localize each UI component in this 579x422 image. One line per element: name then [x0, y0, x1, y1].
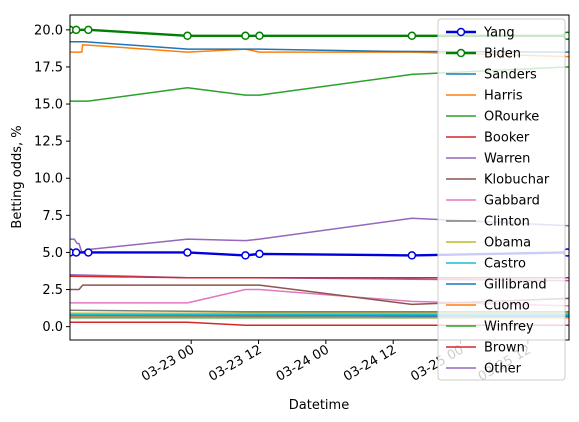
series-line-booker: [70, 275, 569, 279]
data-point-biden-2: [84, 25, 93, 35]
series-line-orourke: [70, 66, 569, 102]
legend-label-winfrey: Winfrey: [484, 320, 534, 335]
y-tick-label-6: 15.0: [34, 98, 63, 113]
legend-label-booker: Booker: [484, 131, 530, 146]
y-tick-label-8: 20.0: [34, 23, 63, 38]
y-tick-label-7: 17.5: [34, 60, 63, 75]
series-line-sanders: [70, 40, 569, 53]
legend-entry-gillibrand: Gillibrand: [446, 278, 547, 293]
y-axis-label: Betting odds, %: [10, 125, 25, 228]
legend-entry-winfrey: Winfrey: [446, 320, 534, 335]
series-booker: [70, 275, 569, 279]
data-point-yang-1: [71, 248, 81, 257]
y-tick-label-3: 7.5: [42, 209, 63, 224]
legend-label-orourke: ORourke: [484, 110, 539, 125]
legend-label-brown: Brown: [484, 341, 525, 356]
y-tick-label-1: 2.5: [42, 283, 63, 298]
legend-label-klobuchar: Klobuchar: [484, 173, 550, 188]
data-point-biden-4: [241, 31, 250, 41]
legend-box: [437, 18, 566, 381]
data-point-yang-3: [183, 248, 192, 257]
legend-entry-gabbard: Gabbard: [446, 194, 540, 209]
legend-label-yang: Yang: [483, 26, 515, 41]
legend: Yang Biden Sanders Harris ORourke Booker Warre…: [437, 18, 566, 381]
data-point-biden-3: [183, 31, 192, 41]
legend-label-biden: Biden: [484, 47, 521, 62]
series-brown: [70, 321, 569, 326]
legend-entry-cuomo: Cuomo: [446, 299, 530, 314]
data-point-yang-6: [407, 251, 417, 260]
legend-entry-other: Other: [446, 362, 522, 377]
legend-label-gabbard: Gabbard: [484, 194, 540, 209]
legend-label-sanders: Sanders: [484, 68, 537, 83]
legend-label-other: Other: [484, 362, 522, 377]
legend-label-obama: Obama: [484, 236, 531, 251]
legend-entry-harris: Harris: [446, 89, 523, 104]
legend-entry-obama: Obama: [446, 236, 531, 251]
x-tick-label-1: 03-23 12: [206, 342, 264, 384]
legend-entry-clinton: Clinton: [446, 215, 530, 230]
data-point-yang-4: [241, 251, 250, 260]
y-tick-label-2: 5.0: [42, 246, 63, 261]
x-tick-label-3: 03-24 12: [341, 342, 399, 384]
x-axis-label: Datetime: [289, 398, 349, 413]
legend-label-clinton: Clinton: [484, 215, 530, 230]
legend-entry-klobuchar: Klobuchar: [446, 173, 550, 188]
series-yang: [70, 248, 569, 260]
legend-entry-brown: Brown: [446, 341, 525, 356]
legend-entry-biden: Biden: [446, 47, 521, 62]
series-orourke: [70, 66, 569, 102]
series-line-harris: [70, 43, 569, 58]
data-point-biden-6: [407, 31, 417, 41]
data-point-biden-1: [71, 25, 81, 35]
y-tick-label-5: 12.5: [34, 135, 63, 150]
legend-label-cuomo: Cuomo: [484, 299, 530, 314]
data-point-yang-5: [255, 249, 264, 259]
series-harris: [70, 43, 569, 58]
series-sanders: [70, 40, 569, 53]
x-tick-label-2: 03-24 00: [274, 342, 332, 384]
data-point-yang-2: [84, 248, 93, 257]
y-tick-label-4: 10.0: [34, 172, 63, 187]
legend-label-gillibrand: Gillibrand: [484, 278, 547, 293]
legend-entry-castro: Castro: [446, 257, 526, 272]
legend-entry-orourke: ORourke: [446, 110, 539, 125]
legend-entry-booker: Booker: [446, 131, 530, 146]
legend-entry-warren: Warren: [446, 152, 530, 167]
legend-marker-biden: [456, 48, 466, 58]
legend-label-warren: Warren: [484, 152, 530, 167]
y-axis: 0.0 2.5 5.0 7.5 10.0 12.5 15.0 17.5 20.0: [34, 23, 70, 335]
legend-entry-yang: Yang: [446, 26, 515, 41]
y-tick-label-0: 0.0: [42, 320, 63, 335]
data-point-biden-5: [255, 31, 264, 41]
legend-label-harris: Harris: [484, 89, 523, 104]
legend-entry-sanders: Sanders: [446, 68, 537, 83]
series-line-brown: [70, 321, 569, 326]
plot-frame: [69, 14, 570, 341]
x-tick-label-0: 03-23 00: [139, 342, 197, 384]
legend-marker-yang: [456, 27, 466, 37]
legend-label-castro: Castro: [484, 257, 526, 272]
